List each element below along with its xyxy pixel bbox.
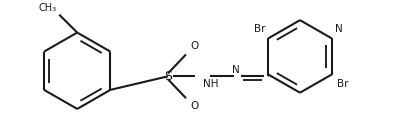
Text: S: S <box>164 70 172 83</box>
Text: Br: Br <box>254 24 265 34</box>
Text: CH₃: CH₃ <box>38 3 56 13</box>
Text: O: O <box>190 101 198 111</box>
Text: O: O <box>190 41 198 51</box>
Text: Br: Br <box>337 79 348 89</box>
Text: NH: NH <box>203 79 219 89</box>
Text: N: N <box>232 65 240 75</box>
Text: N: N <box>335 24 343 34</box>
